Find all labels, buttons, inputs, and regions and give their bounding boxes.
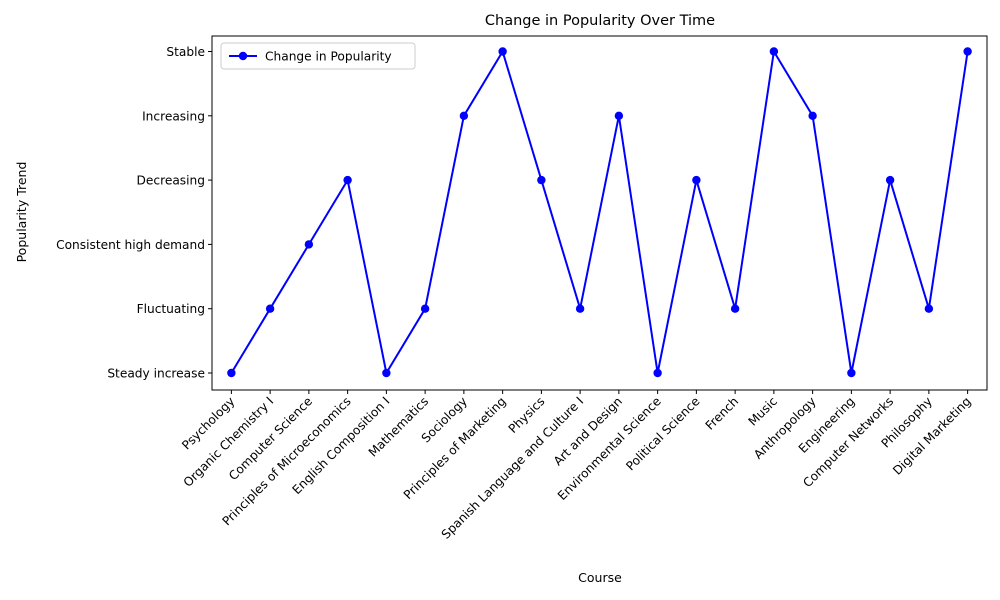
series-line [230, 50, 969, 374]
data-point [227, 368, 236, 378]
data-point [343, 175, 352, 185]
data-point [382, 368, 391, 378]
data-point [265, 304, 275, 313]
data-point [963, 47, 972, 56]
data-point [459, 111, 469, 121]
data-point [847, 368, 856, 378]
y-tick-label: Steady increase [107, 367, 205, 381]
data-point [420, 304, 430, 313]
chart-title: Change in Popularity Over Time [485, 13, 715, 29]
y-tick-label: Stable [166, 45, 205, 59]
data-point [575, 304, 585, 313]
data-point [304, 240, 314, 249]
data-point [498, 47, 507, 56]
x-axis-label: Course [578, 570, 622, 585]
data-point [769, 47, 779, 56]
data-point [808, 111, 817, 121]
legend-marker [238, 51, 248, 61]
data-point [653, 368, 662, 378]
data-point [614, 111, 624, 121]
y-tick-label: Fluctuating [137, 302, 205, 316]
plot-frame [211, 35, 988, 391]
data-point [924, 304, 934, 313]
data-point [885, 175, 895, 185]
y-axis-label: Popularity Trend [14, 162, 29, 263]
data-point [537, 175, 546, 185]
y-tick-label: Increasing [142, 109, 205, 123]
legend-box [220, 42, 416, 70]
y-tick-label: Decreasing [137, 174, 206, 188]
data-point [692, 175, 701, 185]
data-point [730, 304, 740, 313]
y-tick-label: Consistent high demand [56, 238, 205, 252]
legend-label: Change in Popularity [265, 50, 392, 64]
